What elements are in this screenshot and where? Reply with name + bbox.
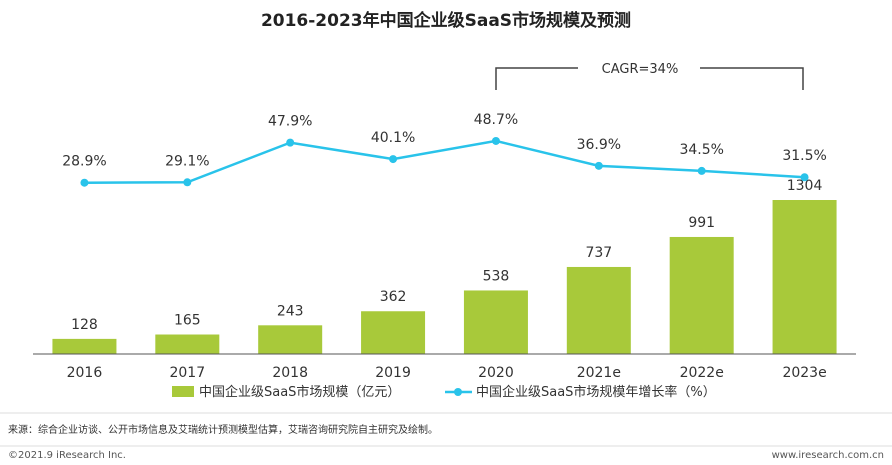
bar-2019 xyxy=(361,311,426,354)
growth-value-label-2017: 29.1% xyxy=(165,153,209,169)
footer-copyright: ©2021.9 iResearch Inc. xyxy=(8,450,126,461)
bar-2020 xyxy=(463,290,528,354)
x-tick-label-2019: 2019 xyxy=(375,365,411,381)
growth-point-2017 xyxy=(183,178,192,187)
legend-swatch-bar xyxy=(172,386,194,397)
bar-value-label-2017: 165 xyxy=(174,313,201,329)
cagr-label: CAGR=34% xyxy=(602,62,679,77)
growth-rate-line xyxy=(84,139,805,184)
bar-value-label-2022e: 991 xyxy=(688,215,715,231)
source-note: 来源：综合企业访谈、公开市场信息及艾瑞统计预测模型估算，艾瑞咨询研究院自主研究及… xyxy=(8,423,438,436)
bar-2022e xyxy=(669,236,734,354)
legend-label-bar: 中国企业级SaaS市场规模（亿元） xyxy=(199,384,400,400)
bar-2023e xyxy=(772,200,837,354)
legend-label-line: 中国企业级SaaS市场规模年增长率（%） xyxy=(476,384,716,400)
bar-value-label-2020: 538 xyxy=(483,268,510,284)
bar-value-label-2018: 243 xyxy=(277,303,304,319)
growth-value-label-2021e: 36.9% xyxy=(577,137,621,153)
growth-value-label-2023e: 31.5% xyxy=(782,148,826,164)
cagr-bracket xyxy=(495,67,804,90)
legend-swatch-line-marker xyxy=(454,388,462,396)
growth-point-2022e xyxy=(697,166,706,175)
chart-title: 2016-2023年中国企业级SaaS市场规模及预测 xyxy=(261,10,631,31)
growth-value-label-2016: 28.9% xyxy=(62,154,106,170)
bar-value-label-2023e: 1304 xyxy=(787,178,823,194)
growth-point-2019 xyxy=(389,155,398,164)
x-tick-label-2016: 2016 xyxy=(67,365,103,381)
growth-value-label-2020: 48.7% xyxy=(474,112,518,128)
x-tick-label-2020: 2020 xyxy=(478,365,514,381)
footer-website: www.iresearch.com.cn xyxy=(772,450,884,461)
bar-2018 xyxy=(258,325,323,354)
bar-value-label-2016: 128 xyxy=(71,317,98,333)
growth-value-label-2018: 47.9% xyxy=(268,114,312,130)
growth-point-2023e xyxy=(800,173,809,182)
x-tick-label-2023e: 2023e xyxy=(782,365,826,381)
x-tick-label-2021e: 2021e xyxy=(577,365,621,381)
bar-2016 xyxy=(52,338,117,354)
growth-value-label-2019: 40.1% xyxy=(371,130,415,146)
growth-point-2018 xyxy=(286,138,295,147)
growth-point-2016 xyxy=(80,178,89,187)
bar-2021e xyxy=(566,266,631,354)
x-tick-label-2018: 2018 xyxy=(272,365,308,381)
growth-value-label-2022e: 34.5% xyxy=(679,142,723,158)
x-tick-label-2017: 2017 xyxy=(169,365,205,381)
growth-point-2021e xyxy=(594,161,603,170)
bar-value-label-2021e: 737 xyxy=(585,245,612,261)
growth-point-2020 xyxy=(491,136,500,145)
bar-2017 xyxy=(155,334,220,354)
bar-value-label-2019: 362 xyxy=(380,289,407,305)
x-tick-label-2022e: 2022e xyxy=(680,365,724,381)
